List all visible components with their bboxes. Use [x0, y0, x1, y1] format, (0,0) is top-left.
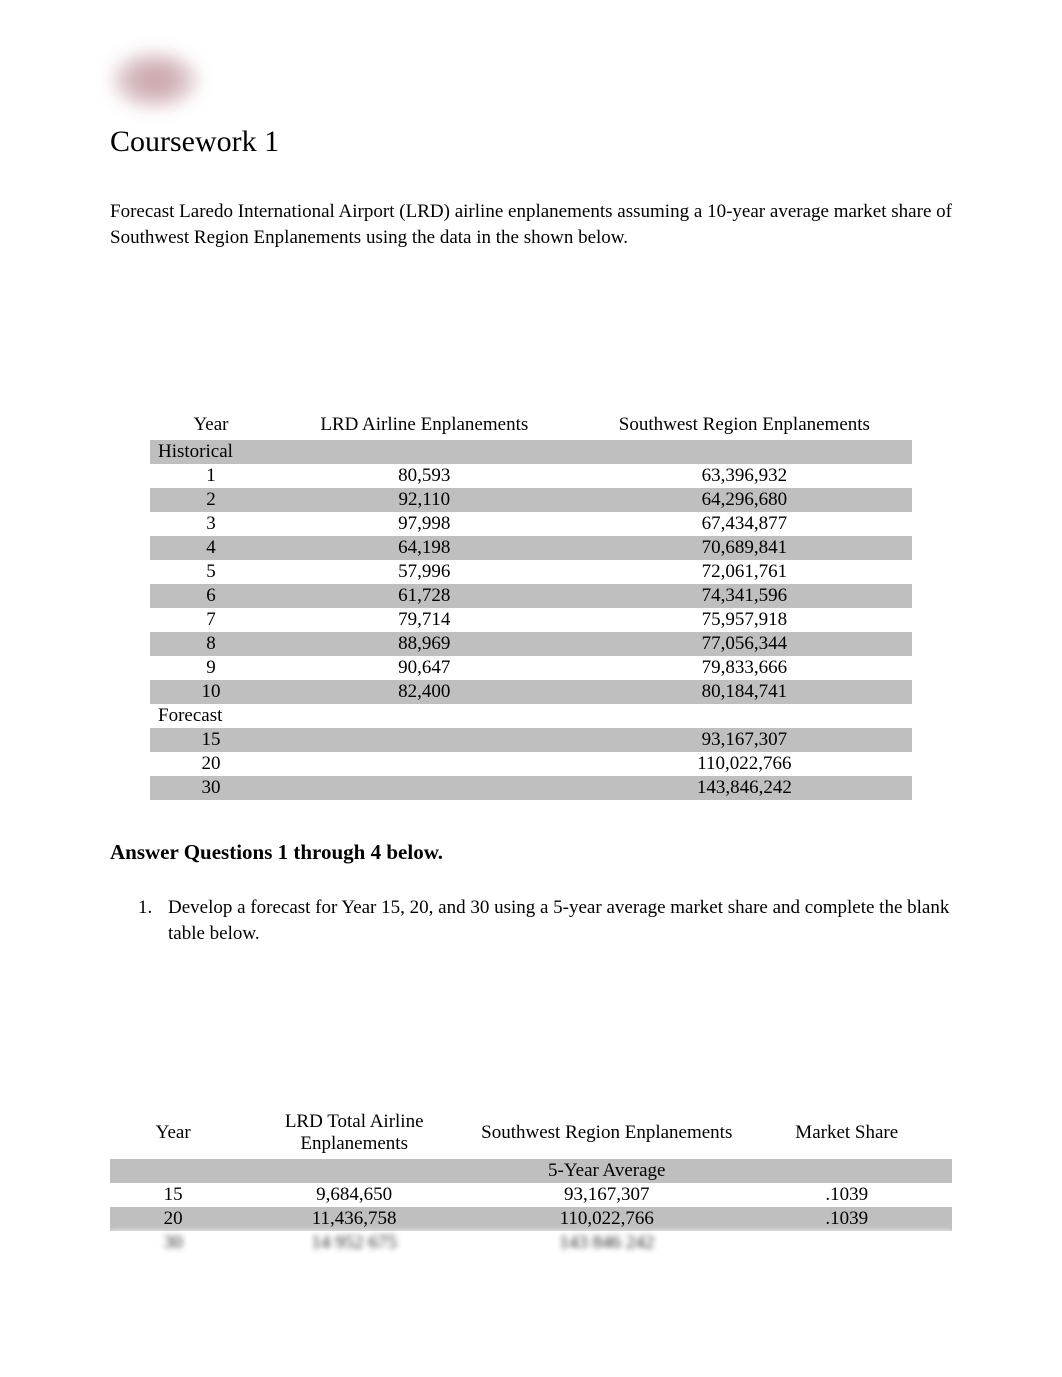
- table1-header-year: Year: [150, 410, 272, 440]
- table2-header-sw: Southwest Region Enplanements: [472, 1107, 741, 1159]
- table1-header-sw: Southwest Region Enplanements: [577, 410, 912, 440]
- cell-lrd: 14 952 675: [236, 1231, 472, 1255]
- table1-section-historical: Historical: [150, 440, 912, 464]
- cell-year: 30: [110, 1231, 236, 1255]
- table2-header-year: Year: [110, 1107, 236, 1159]
- cell-year: 3: [150, 512, 272, 536]
- cell-sw: 72,061,761: [577, 560, 912, 584]
- cell-sw: 70,689,841: [577, 536, 912, 560]
- cell-sw: 77,056,344: [577, 632, 912, 656]
- cell-year: 15: [110, 1183, 236, 1207]
- cell-year: 30: [150, 776, 272, 800]
- table1-header-lrd: LRD Airline Enplanements: [272, 410, 577, 440]
- table-row: 15 93,167,307: [150, 728, 912, 752]
- cell-year: 20: [150, 752, 272, 776]
- cell-lrd: 80,593: [272, 464, 577, 488]
- cell-year: 20: [110, 1207, 236, 1231]
- forecast-table: Year LRD Total Airline Enplanements Sout…: [110, 1107, 952, 1255]
- cell-year: 10: [150, 680, 272, 704]
- table-row: 397,99867,434,877: [150, 512, 912, 536]
- cell-year: 6: [150, 584, 272, 608]
- table-row: 1082,40080,184,741: [150, 680, 912, 704]
- table-row: 30 143,846,242: [150, 776, 912, 800]
- table-row: 557,99672,061,761: [150, 560, 912, 584]
- questions-heading: Answer Questions 1 through 4 below.: [110, 840, 952, 865]
- table1-section-forecast: Forecast: [150, 704, 912, 728]
- cell-lrd: 57,996: [272, 560, 577, 584]
- table-row: 180,59363,396,932: [150, 464, 912, 488]
- table-row: 159,684,65093,167,307.1039: [110, 1183, 952, 1207]
- cell-sw: 79,833,666: [577, 656, 912, 680]
- table-row: 292,11064,296,680: [150, 488, 912, 512]
- cell-lrd: 82,400: [272, 680, 577, 704]
- cell-year: 5: [150, 560, 272, 584]
- cell-lrd: 88,969: [272, 632, 577, 656]
- table-row: 661,72874,341,596: [150, 584, 912, 608]
- logo-image: [110, 50, 200, 110]
- cell-lrd: 97,998: [272, 512, 577, 536]
- cell-sw: 63,396,932: [577, 464, 912, 488]
- table2-header-lrd: LRD Total Airline Enplanements: [236, 1107, 472, 1159]
- cell-market-share: [741, 1231, 952, 1255]
- cell-sw: 67,434,877: [577, 512, 912, 536]
- cell-sw: 64,296,680: [577, 488, 912, 512]
- cell-lrd: [272, 776, 577, 800]
- cell-sw: 143 846 242: [472, 1231, 741, 1255]
- cell-year: 2: [150, 488, 272, 512]
- cell-lrd: 9,684,650: [236, 1183, 472, 1207]
- cell-year: 4: [150, 536, 272, 560]
- cell-sw: 75,957,918: [577, 608, 912, 632]
- cell-sw: 80,184,741: [577, 680, 912, 704]
- cell-lrd: 92,110: [272, 488, 577, 512]
- intro-paragraph: Forecast Laredo International Airport (L…: [110, 199, 952, 250]
- cell-sw: 110,022,766: [472, 1207, 741, 1231]
- page-title: Coursework 1: [110, 125, 952, 159]
- cell-year: 7: [150, 608, 272, 632]
- question-1-text: Develop a forecast for Year 15, 20, and …: [168, 895, 952, 946]
- table2-container: Year LRD Total Airline Enplanements Sout…: [110, 1107, 952, 1255]
- enplanements-table: Year LRD Airline Enplanements Southwest …: [150, 410, 912, 800]
- cell-lrd: 11,436,758: [236, 1207, 472, 1231]
- cell-year: 9: [150, 656, 272, 680]
- table1-container: Year LRD Airline Enplanements Southwest …: [150, 410, 912, 800]
- table-row: 464,19870,689,841: [150, 536, 912, 560]
- cell-sw: 143,846,242: [577, 776, 912, 800]
- table-row: 888,96977,056,344: [150, 632, 912, 656]
- cell-sw: 110,022,766: [577, 752, 912, 776]
- cell-sw: 93,167,307: [577, 728, 912, 752]
- cell-sw: 93,167,307: [472, 1183, 741, 1207]
- question-1-number: 1.: [138, 895, 168, 946]
- table-row: 3014 952 675143 846 242: [110, 1231, 952, 1255]
- cell-year: 1: [150, 464, 272, 488]
- table-row: 20 110,022,766: [150, 752, 912, 776]
- cell-market-share: .1039: [741, 1183, 952, 1207]
- table2-header-ms: Market Share: [741, 1107, 952, 1159]
- table-row: 990,64779,833,666: [150, 656, 912, 680]
- cell-market-share: .1039: [741, 1207, 952, 1231]
- cell-lrd: 61,728: [272, 584, 577, 608]
- cell-lrd: [272, 728, 577, 752]
- cell-lrd: [272, 752, 577, 776]
- cell-lrd: 64,198: [272, 536, 577, 560]
- question-list: 1. Develop a forecast for Year 15, 20, a…: [138, 895, 952, 946]
- cell-lrd: 79,714: [272, 608, 577, 632]
- cell-year: 8: [150, 632, 272, 656]
- cell-lrd: 90,647: [272, 656, 577, 680]
- cell-year: 15: [150, 728, 272, 752]
- table-row: 2011,436,758110,022,766.1039: [110, 1207, 952, 1231]
- cell-sw: 74,341,596: [577, 584, 912, 608]
- table2-section-label: 5-Year Average: [472, 1159, 741, 1183]
- question-1: 1. Develop a forecast for Year 15, 20, a…: [138, 895, 952, 946]
- table-row: 779,71475,957,918: [150, 608, 912, 632]
